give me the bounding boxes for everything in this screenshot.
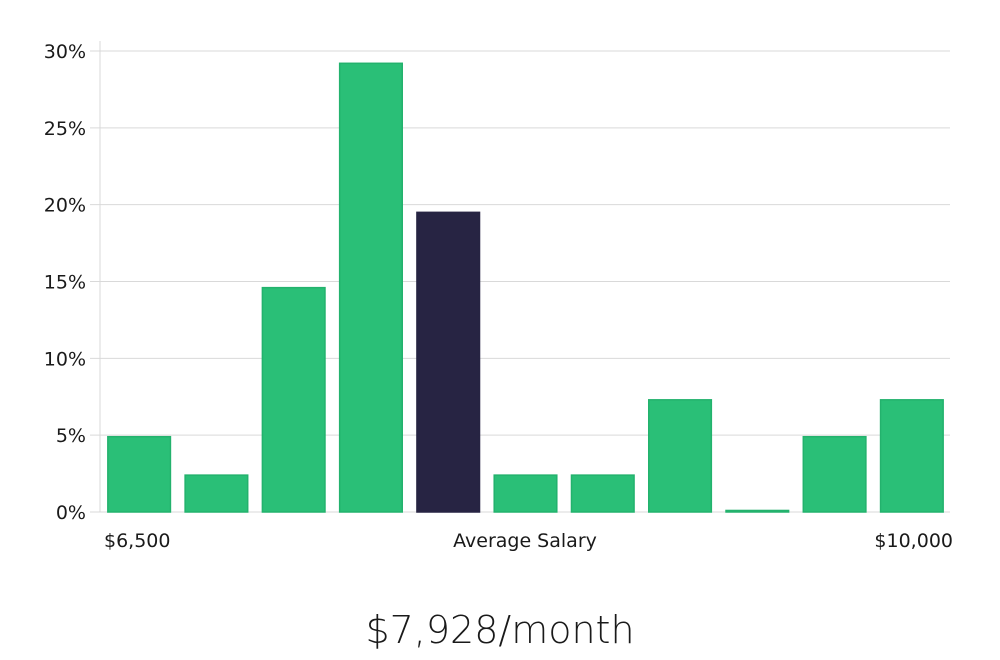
average-salary-summary: $7,928/month xyxy=(365,608,635,652)
y-tick-label: 30% xyxy=(44,41,86,63)
bar xyxy=(802,435,867,513)
bar xyxy=(184,474,249,513)
bar xyxy=(725,509,790,513)
y-axis-ticks: 0% 5% 10% 15% 20% 25% 30% xyxy=(44,41,86,524)
x-label-min: $6,500 xyxy=(104,530,170,552)
x-axis-title: Average Salary xyxy=(453,530,597,552)
y-tick-label: 25% xyxy=(44,118,86,140)
bar xyxy=(107,435,172,513)
bar xyxy=(338,62,403,513)
bars xyxy=(107,62,944,513)
y-tick-label: 20% xyxy=(44,195,86,217)
bar xyxy=(493,474,558,513)
x-label-max: $10,000 xyxy=(874,530,953,552)
salary-histogram: 0% 5% 10% 15% 20% 25% 30% $6,500 Average Salar… xyxy=(44,41,953,552)
bar xyxy=(879,399,944,513)
bar-highlight xyxy=(416,211,481,513)
y-tick-label: 15% xyxy=(44,272,86,294)
bar xyxy=(648,399,713,513)
y-tick-label: 10% xyxy=(44,348,86,370)
y-tick-label: 0% xyxy=(56,502,86,524)
bar xyxy=(570,474,635,513)
y-tick-label: 5% xyxy=(56,425,86,447)
bar xyxy=(261,286,326,513)
